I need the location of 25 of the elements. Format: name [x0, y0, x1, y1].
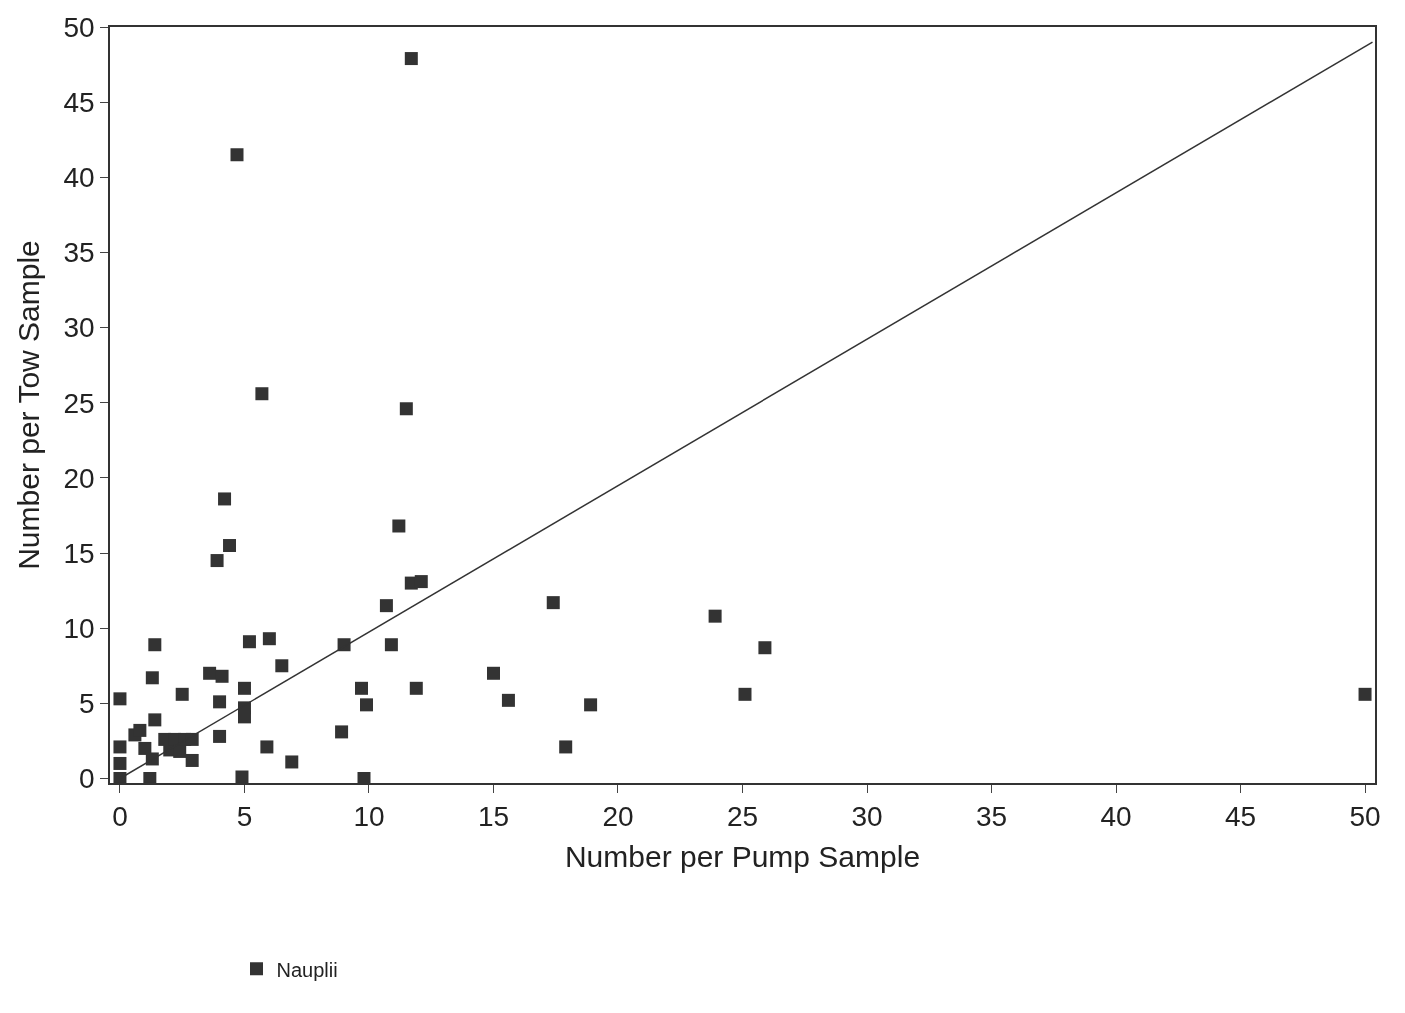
- x-axis-title: Number per Pump Sample: [564, 840, 921, 874]
- y-tick-label: 35: [63, 237, 95, 269]
- x-tick-label: 15: [477, 801, 510, 833]
- y-axis-title: Number per Tow Sample: [11, 240, 45, 570]
- x-tick-label: 20: [602, 801, 634, 833]
- y-tick-label: 20: [63, 462, 95, 494]
- x-tick-label: 0: [112, 801, 128, 833]
- y-tick-label: 15: [63, 537, 95, 569]
- x-tick-label: 25: [726, 801, 759, 833]
- y-tick-label: 10: [63, 612, 95, 644]
- y-tick-label: 40: [63, 162, 95, 194]
- x-tick-label: 35: [975, 801, 1008, 833]
- y-tick-label: 25: [63, 387, 95, 419]
- x-tick-label: 30: [851, 801, 883, 833]
- legend-label: Nauplii: [276, 958, 338, 981]
- x-tick-label: 40: [1100, 801, 1132, 833]
- y-tick-label: 0: [79, 763, 95, 795]
- y-tick-label: 30: [63, 312, 95, 344]
- y-tick-label: 45: [63, 86, 95, 118]
- y-tick-label: 5: [79, 688, 95, 720]
- x-tick-label: 45: [1224, 801, 1257, 833]
- x-tick-label: 10: [353, 801, 385, 833]
- x-tick-label: 50: [1349, 801, 1381, 833]
- x-tick-label: 5: [236, 801, 253, 833]
- y-tick-label: 50: [63, 11, 95, 43]
